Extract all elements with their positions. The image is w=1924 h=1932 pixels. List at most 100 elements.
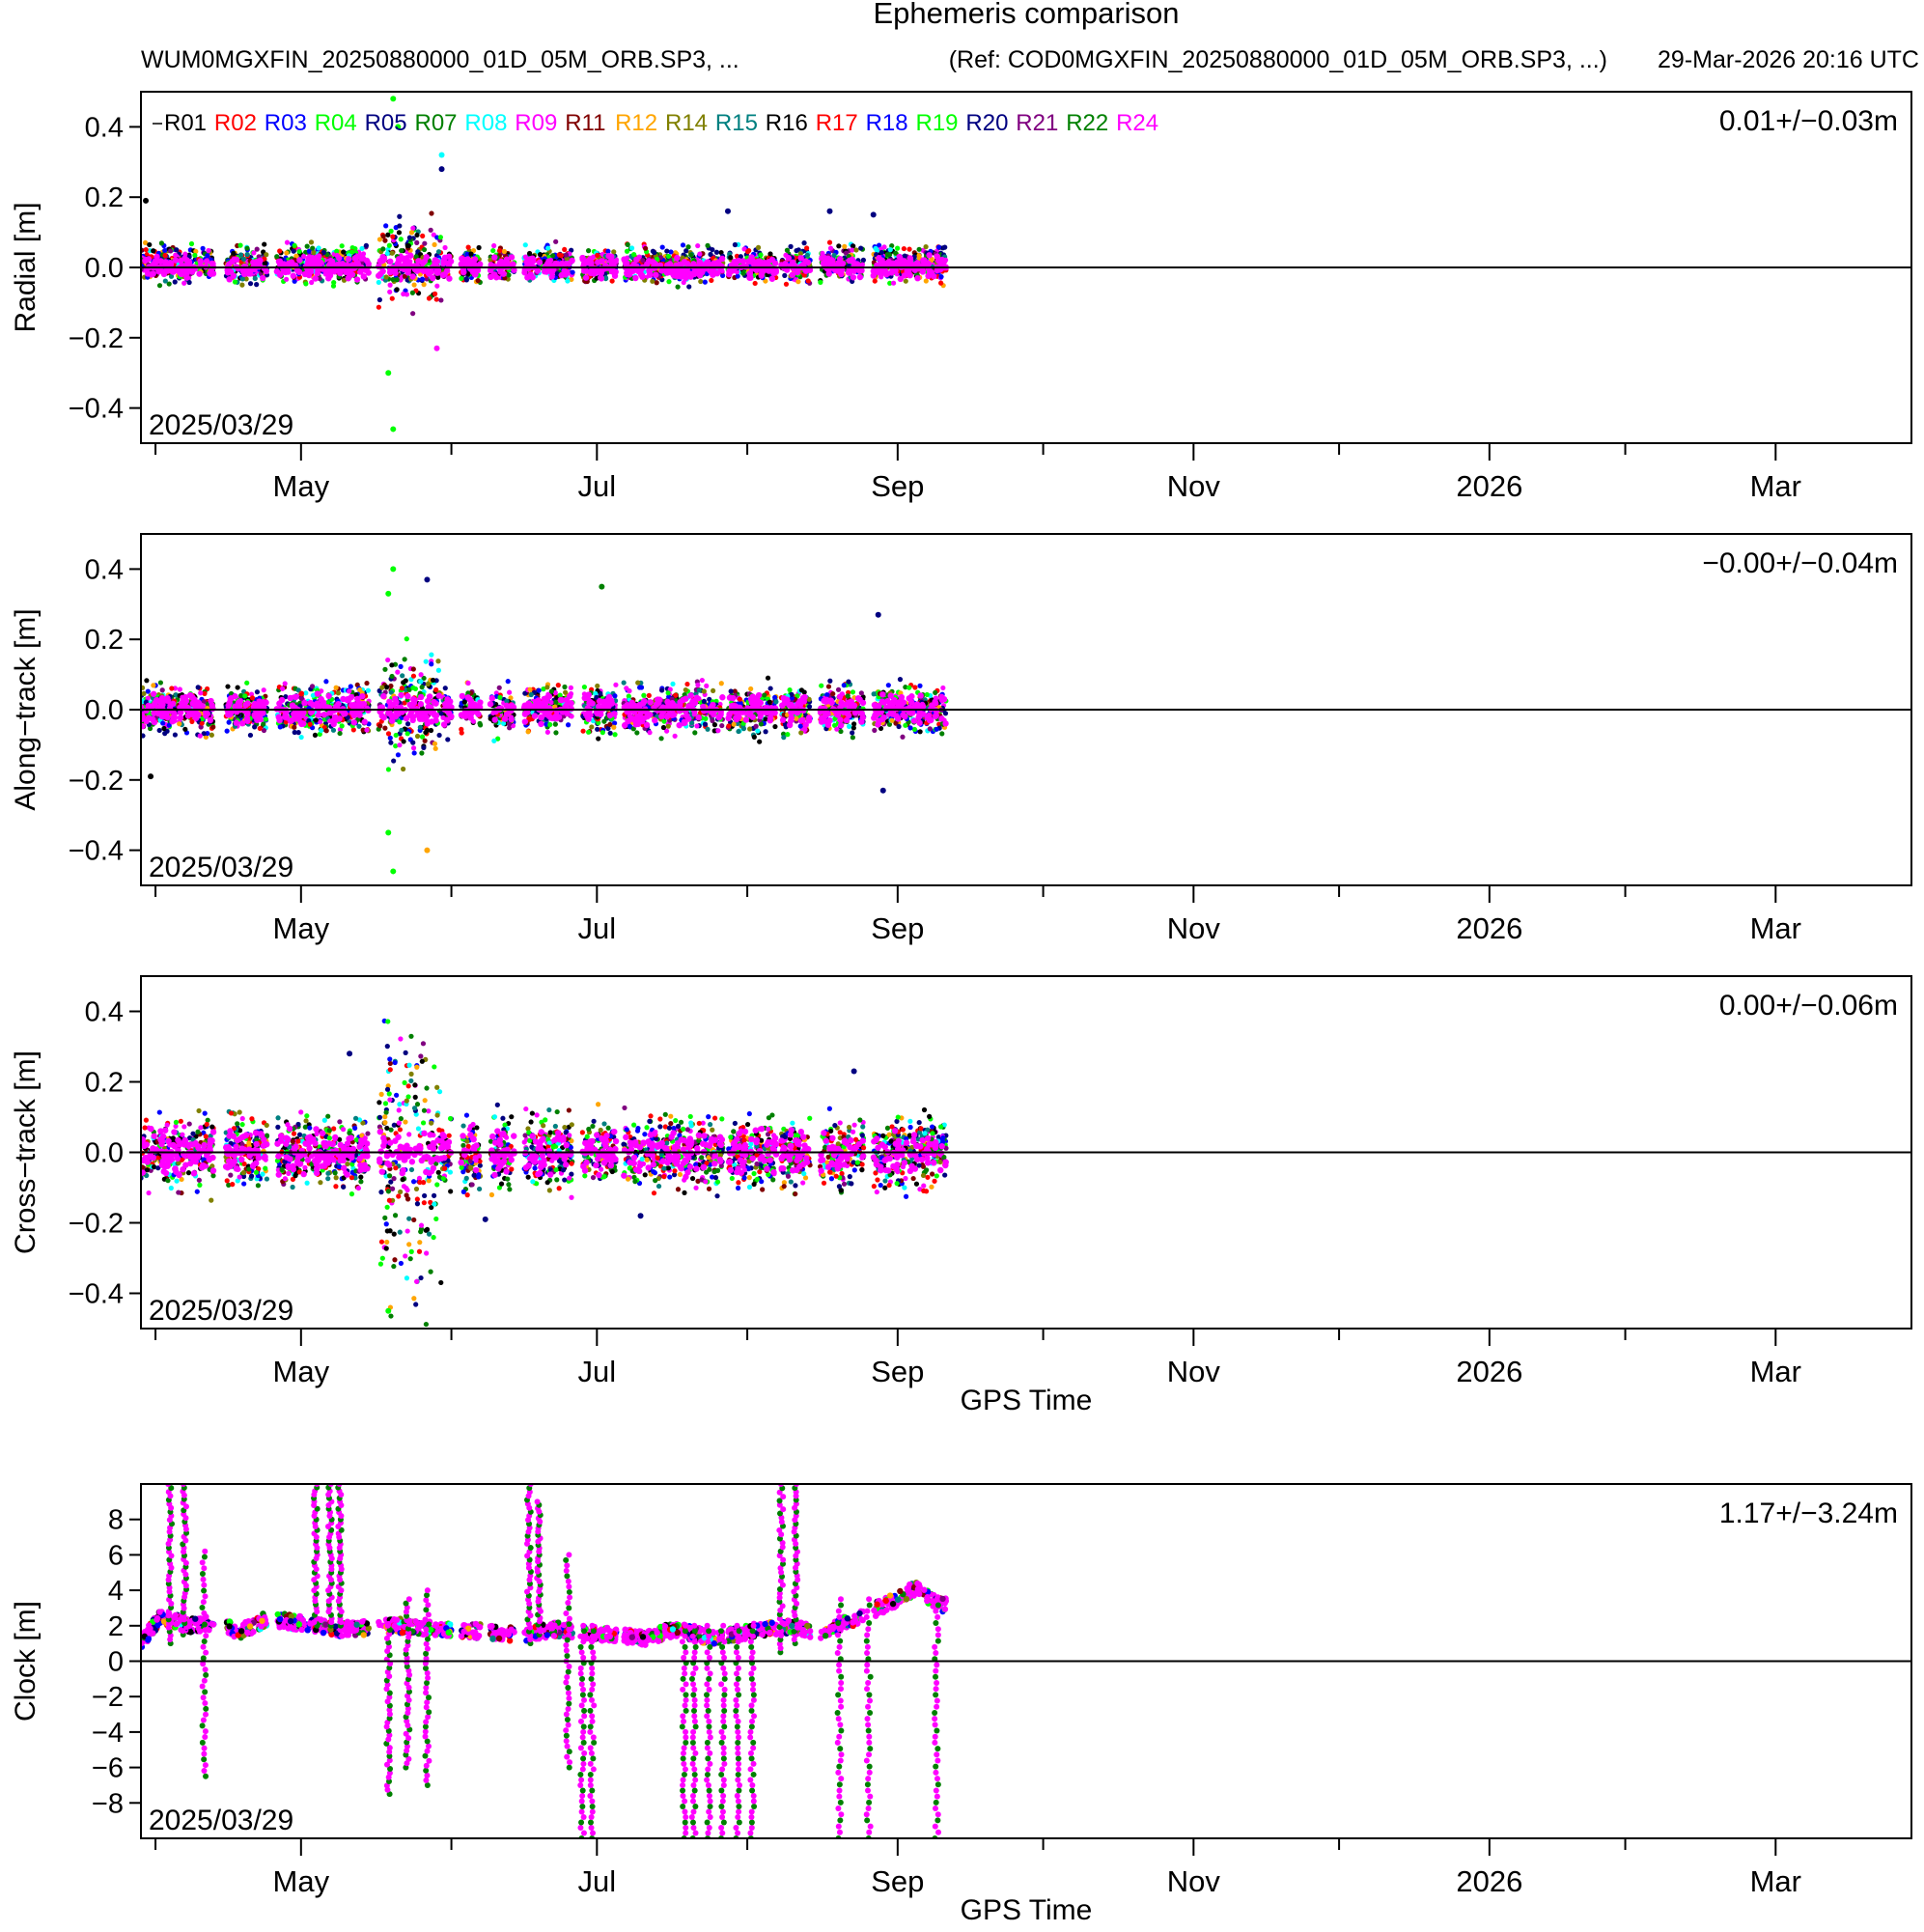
data-point (224, 266, 231, 274)
data-point (206, 247, 211, 254)
data-point (731, 721, 737, 727)
data-point (739, 258, 747, 265)
data-point (740, 270, 746, 276)
data-point (201, 731, 207, 737)
data-point (850, 274, 857, 281)
data-point (939, 259, 947, 266)
data-point (579, 256, 586, 263)
data-point (758, 272, 765, 279)
data-point (382, 238, 388, 243)
data-point (261, 721, 266, 727)
data-point (832, 722, 838, 728)
data-point (276, 261, 284, 268)
data-point (938, 280, 944, 286)
data-point (244, 251, 250, 258)
data-point (589, 724, 595, 730)
data-point (903, 685, 908, 690)
data-point (435, 274, 441, 280)
data-point (384, 250, 391, 257)
data-point (183, 257, 190, 264)
data-point (687, 273, 694, 280)
data-point (316, 253, 322, 260)
data-point (408, 230, 415, 236)
data-point (795, 279, 801, 285)
data-point (376, 272, 382, 279)
data-point (331, 268, 338, 275)
data-point (839, 260, 847, 267)
data-point (360, 251, 367, 257)
data-point (794, 247, 799, 254)
data-point (421, 282, 427, 288)
data-point (409, 273, 416, 280)
data-point (827, 245, 834, 251)
data-point (388, 228, 394, 234)
data-points (141, 566, 949, 875)
data-point (523, 259, 530, 266)
data-point (522, 690, 528, 696)
data-point (923, 244, 929, 250)
data-point (508, 254, 516, 261)
data-point (569, 276, 574, 283)
data-point (376, 263, 382, 270)
data-point (303, 690, 309, 696)
data-point (804, 252, 810, 258)
data-point (364, 727, 370, 733)
data-point (747, 274, 754, 281)
data-point (797, 723, 803, 729)
data-point (463, 276, 469, 282)
data-point (553, 699, 559, 705)
figure-title: Ephemeris comparison (873, 0, 1179, 30)
data-point (428, 727, 434, 734)
data-point (666, 279, 672, 285)
data-point (379, 267, 386, 275)
data-point (818, 279, 823, 285)
data-point (696, 687, 702, 693)
data-point (836, 243, 842, 249)
data-point (446, 275, 453, 282)
data-point (284, 250, 290, 256)
data-point (225, 684, 231, 689)
data-point (439, 271, 446, 279)
data-point (305, 271, 313, 279)
data-point (376, 304, 381, 310)
statistics-label: 0.01+/−0.03m (1719, 105, 1898, 137)
data-point (284, 276, 290, 282)
data-point (621, 680, 627, 686)
data-point (858, 690, 864, 696)
data-point (383, 274, 389, 280)
data-point (399, 727, 404, 733)
data-point (363, 242, 369, 248)
data-point (611, 249, 617, 255)
data-point (244, 245, 250, 251)
data-point (898, 259, 906, 266)
data-point (726, 723, 732, 729)
data-point (169, 686, 175, 691)
data-point (878, 257, 885, 264)
data-point (245, 268, 253, 276)
data-point (397, 719, 403, 725)
data-point (393, 732, 399, 739)
data-point (613, 682, 619, 687)
data-point (565, 278, 571, 284)
data-point (390, 234, 396, 239)
data-point (240, 256, 247, 262)
data-point (896, 253, 903, 261)
data-point (697, 251, 703, 257)
data-point (624, 269, 630, 276)
data-point (632, 274, 639, 282)
data-point (858, 245, 864, 251)
data-point (491, 242, 497, 249)
data-point (237, 252, 244, 258)
data-point (586, 729, 592, 735)
data-point (292, 278, 297, 284)
data-point (301, 253, 307, 260)
data-point (189, 718, 195, 724)
data-point (940, 685, 946, 691)
data-point (442, 686, 448, 691)
data-point (504, 259, 511, 266)
data-point (715, 262, 723, 268)
data-point (895, 245, 901, 251)
data-point (558, 271, 565, 279)
data-point (387, 258, 394, 266)
data-point (182, 726, 188, 732)
